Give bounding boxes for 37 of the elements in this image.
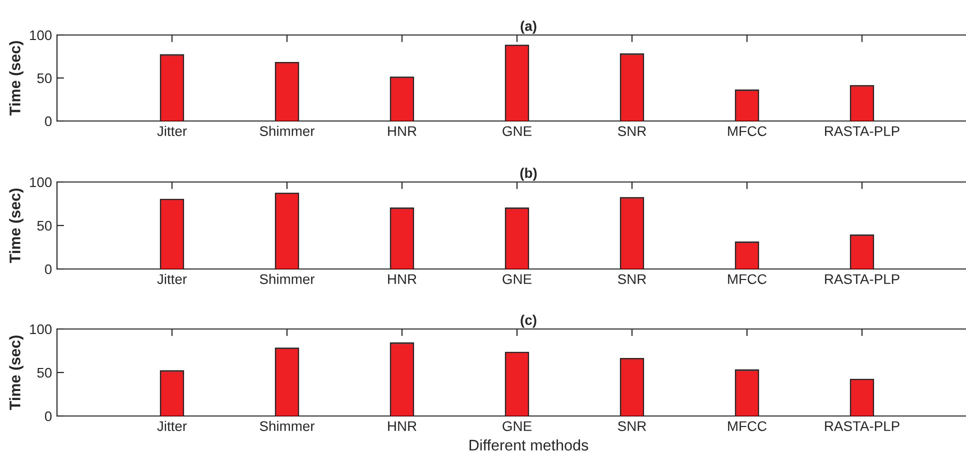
- y-tick-label: 0: [44, 264, 52, 274]
- x-tick-label: Shimmer: [260, 274, 315, 284]
- x-tick-label: Jitter: [157, 274, 187, 284]
- x-tick-label: RASTA-PLP: [825, 421, 900, 432]
- chart-title: (a): [520, 20, 536, 34]
- x-tick-label: HNR: [388, 126, 416, 136]
- x-tick-label: SNR: [618, 421, 646, 432]
- y-tick-label: 0: [44, 116, 52, 126]
- y-tick-label: 100: [30, 30, 52, 40]
- x-tick-label: MFCC: [728, 274, 767, 284]
- x-tick-label: Jitter: [157, 126, 187, 136]
- y-tick-label: 50: [37, 73, 52, 84]
- x-tick-label: GNE: [502, 126, 532, 136]
- x-tick-label: GNE: [502, 274, 532, 284]
- chart-title: (b): [520, 168, 537, 181]
- x-tick-label: MFCC: [728, 421, 767, 432]
- y-tick-label: 50: [37, 220, 52, 231]
- y-axis-title: Time (sec): [9, 336, 24, 410]
- x-tick-label: MFCC: [728, 126, 767, 136]
- y-axis-title: Time (sec): [9, 41, 24, 116]
- x-tick-label: Shimmer: [260, 126, 315, 136]
- y-tick-label: 50: [37, 368, 52, 378]
- x-tick-label: HNR: [388, 274, 416, 284]
- x-tick-label: SNR: [618, 274, 646, 284]
- y-tick-label: 0: [44, 411, 52, 422]
- y-tick-label: 100: [30, 324, 52, 334]
- y-axis-title: Time (sec): [9, 188, 24, 263]
- x-tick-label: SNR: [618, 126, 646, 136]
- y-tick-label: 100: [30, 177, 52, 188]
- x-axis-title: Different methods: [470, 439, 588, 451]
- x-tick-label: RASTA-PLP: [825, 126, 900, 136]
- x-tick-label: Jitter: [157, 420, 187, 432]
- chart-title: (c): [520, 314, 536, 328]
- x-tick-label: RASTA-PLP: [825, 274, 900, 284]
- x-tick-label: Shimmer: [260, 420, 315, 432]
- x-tick-label: GNE: [502, 421, 532, 432]
- x-tick-label: HNR: [388, 421, 416, 431]
